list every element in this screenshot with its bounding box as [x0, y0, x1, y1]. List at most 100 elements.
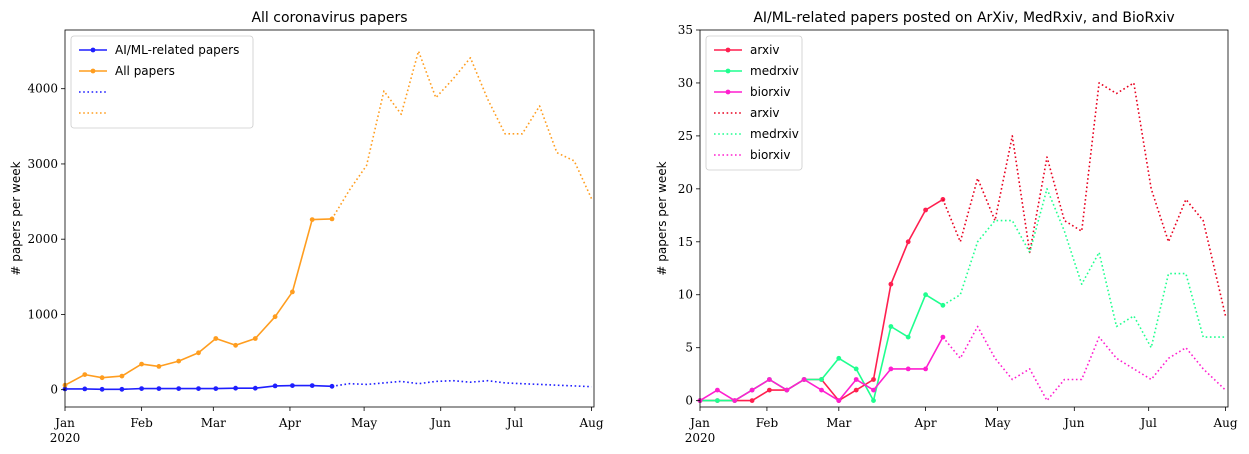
- data-point-2-1: [715, 387, 720, 393]
- y-tick-label-0: 0: [50, 383, 58, 397]
- data-point-2-8: [836, 398, 842, 403]
- data-point-0-5: [156, 386, 162, 391]
- data-point-2-4: [767, 377, 772, 382]
- data-point-2-11: [888, 366, 894, 372]
- data-point-0-10: [252, 385, 258, 391]
- series-line-1: [700, 293, 944, 402]
- data-point-2-5: [784, 387, 790, 393]
- data-point-2-6: [801, 377, 807, 382]
- data-point-1-4: [139, 361, 145, 367]
- legend-label-4: medrxiv: [750, 127, 799, 141]
- x-tick-label-1: Feb: [130, 416, 153, 430]
- data-point-0-3: [749, 398, 755, 403]
- data-point-1-13: [923, 292, 928, 298]
- data-point-1-5: [156, 364, 162, 369]
- y-tick-label-3: 15: [678, 235, 693, 249]
- data-point-2-13: [923, 366, 928, 372]
- data-point-2-12: [905, 366, 911, 372]
- legend-marker-1: [725, 68, 731, 74]
- x-tick-label-4: May: [351, 416, 377, 430]
- x-tick-label-0: Jan: [53, 416, 75, 430]
- data-point-0-2: [99, 386, 105, 392]
- x-tick-label-2: Mar: [826, 416, 851, 430]
- chart-title: AI/ML-related papers posted on ArXiv, Me…: [753, 10, 1174, 26]
- chart-title: All coronavirus papers: [251, 10, 407, 26]
- data-point-1-2: [99, 375, 105, 381]
- y-tick-label-7: 35: [678, 23, 693, 37]
- x-tick-label-1: Feb: [756, 416, 779, 430]
- data-point-0-3: [119, 386, 125, 392]
- data-point-0-4: [139, 386, 145, 391]
- series-line-1: [64, 218, 333, 386]
- data-point-2-2: [732, 398, 738, 403]
- y-tick-label-1: 1000: [27, 307, 58, 321]
- data-point-0-11: [888, 281, 894, 287]
- y-tick-label-1: 5: [685, 341, 693, 355]
- chart-ai-ml-papers: AI/ML-related papers posted on ArXiv, Me…: [655, 10, 1238, 445]
- x-tick-label-5: Jun: [429, 416, 452, 430]
- data-point-0-6: [176, 386, 182, 391]
- data-point-0-9: [233, 385, 239, 391]
- y-axis-label: # papers per week: [9, 161, 23, 275]
- legend-marker-2: [725, 89, 731, 95]
- y-tick-label-4: 20: [678, 182, 693, 196]
- y-tick-label-6: 30: [678, 76, 693, 90]
- data-point-1-7: [196, 350, 201, 356]
- data-point-2-3: [749, 387, 755, 393]
- x-tick-label-3: Apr: [914, 416, 937, 430]
- plot-frame: [64, 29, 595, 408]
- series-line-3: [942, 82, 1227, 317]
- data-point-0-8: [213, 386, 219, 391]
- data-point-1-7: [819, 377, 824, 382]
- x-tick-label-7: Aug: [578, 416, 603, 430]
- data-point-1-8: [213, 336, 219, 341]
- legend-marker-1: [90, 68, 96, 74]
- data-point-1-12: [905, 334, 911, 340]
- chart-all-papers: All coronavirus papers # papers per week 0…: [9, 10, 604, 445]
- legend-label-0: AI/ML-related papers: [115, 43, 239, 57]
- data-point-0-4: [767, 387, 772, 393]
- legend-marker-0: [90, 47, 96, 53]
- data-point-1-11: [888, 324, 894, 329]
- legend-label-2: biorxiv: [750, 85, 790, 99]
- data-point-1-11: [272, 314, 278, 320]
- y-tick-label-5: 25: [678, 129, 693, 143]
- data-point-2-9: [853, 377, 859, 382]
- data-point-1-1: [715, 398, 720, 403]
- y-tick-label-2: 10: [678, 288, 693, 302]
- data-point-0-1: [82, 386, 88, 392]
- data-point-1-9: [233, 342, 239, 348]
- data-point-0-13: [923, 207, 928, 213]
- data-point-0-12: [905, 239, 911, 245]
- legend-label-1: All papers: [115, 64, 175, 78]
- y-tick-label-4: 4000: [27, 82, 58, 96]
- data-point-1-13: [309, 217, 315, 223]
- data-point-2-10: [871, 387, 876, 393]
- data-point-0-13: [309, 383, 315, 388]
- legend-label-3: arxiv: [750, 106, 780, 120]
- data-point-1-3: [119, 373, 125, 379]
- x-tick-label-6: Jul: [1138, 416, 1157, 430]
- legend-box: [705, 35, 803, 171]
- series-line-2: [331, 379, 592, 388]
- legend-label-1: medrxiv: [750, 64, 799, 78]
- legend-box: [70, 35, 254, 129]
- data-point-1-6: [176, 358, 182, 364]
- data-point-0-10: [871, 377, 876, 382]
- series-line-4: [942, 188, 1226, 349]
- legend-label-0: arxiv: [750, 43, 780, 57]
- x-tick-label-4: May: [984, 416, 1010, 430]
- x-tick-label-5: Jun: [1062, 416, 1085, 430]
- y-tick-label-3: 3000: [27, 157, 58, 171]
- x-tick-year-label: 2020: [50, 431, 81, 445]
- data-point-0-12: [290, 383, 295, 388]
- data-point-1-10: [871, 398, 876, 403]
- plot-frame: [699, 29, 1229, 408]
- data-point-1-10: [252, 336, 258, 341]
- data-point-0-9: [853, 387, 859, 393]
- y-tick-label-2: 2000: [27, 232, 58, 246]
- y-tick-label-0: 0: [685, 394, 693, 408]
- series-line-5: [942, 325, 1227, 402]
- data-point-0-11: [272, 383, 278, 389]
